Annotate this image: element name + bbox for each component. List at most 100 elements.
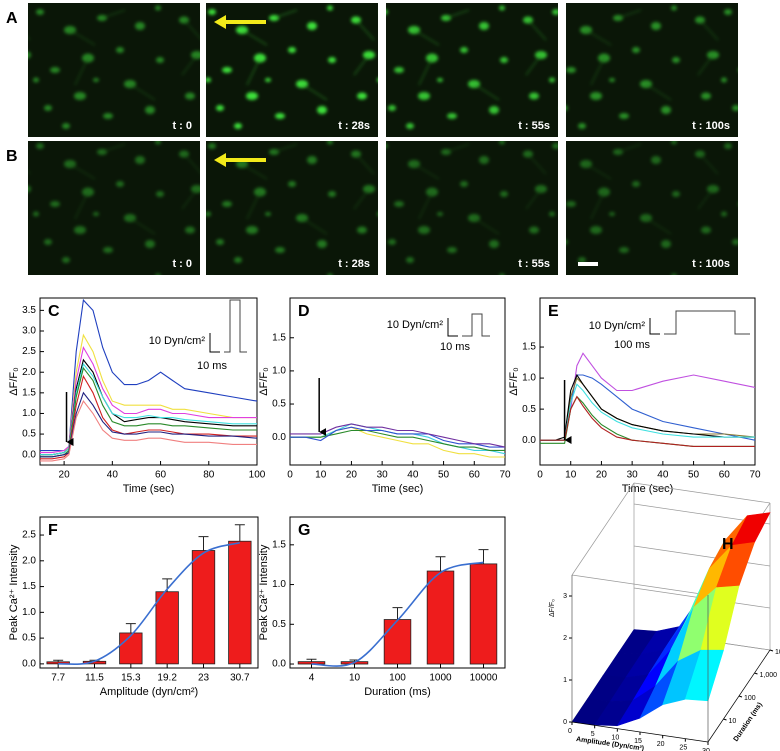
scale-bar: [209, 333, 220, 353]
x-tick-label: 0: [287, 470, 293, 481]
x-tick-label: 10000: [470, 673, 498, 684]
x-tick-label: 30: [377, 470, 389, 481]
y-tick-label: 1.0: [22, 607, 36, 618]
fit-curve: [58, 541, 241, 665]
x-tick-label: 4: [309, 673, 315, 684]
x-tick-label: 30: [702, 748, 710, 751]
panel-letter: E: [548, 303, 559, 320]
y-tick-label: 1.0: [522, 373, 536, 384]
plot-frame: [289, 297, 506, 466]
time-label: t : 100s: [692, 258, 730, 270]
panel-letter: F: [48, 522, 58, 539]
x-tick-label: 50: [688, 470, 700, 481]
y-tick-label: 1.5: [272, 332, 286, 343]
micrograph-cells: [386, 3, 558, 137]
x-tick-label: 20: [59, 470, 71, 481]
trace: [40, 362, 257, 456]
x-tick-label: 80: [203, 470, 215, 481]
time-label: t : 100s: [692, 120, 730, 132]
y-tick-label: 0.0: [22, 659, 36, 670]
time-label: t : 55s: [518, 258, 550, 270]
y-tick-label: 2.0: [22, 555, 36, 566]
z-tick-label: 2: [563, 635, 567, 642]
y-tick-label: 0.0: [22, 449, 36, 460]
x-axis-label: Duration (ms): [364, 686, 431, 698]
panel-letter: H: [722, 536, 734, 553]
y-tick-label: 3.5: [22, 305, 36, 316]
error-bar: [125, 623, 136, 633]
x-tick-label: 30: [627, 470, 639, 481]
error-bar: [234, 524, 245, 542]
micrograph-cells: [386, 141, 558, 275]
error-bar: [53, 659, 64, 662]
x-axis-label: Amplitude (dyn/cm²): [100, 686, 198, 698]
time-label: t : 55s: [518, 120, 550, 132]
scale-bar: [649, 318, 660, 335]
x-tick-label: 20: [346, 470, 358, 481]
x-axis-label: Time (sec): [372, 483, 424, 495]
z-tick-label: 0: [563, 719, 567, 726]
box-edge: [571, 574, 709, 596]
trace: [40, 366, 257, 458]
x-tick-label: 70: [499, 470, 511, 481]
x-tick-label: 0: [537, 470, 543, 481]
y-tick: [738, 695, 743, 698]
y-tick-label: 1.5: [22, 387, 36, 398]
box-edge: [633, 482, 771, 504]
time-label: t : 28s: [338, 120, 370, 132]
bar: [191, 550, 216, 665]
inset-time: 10 ms: [197, 360, 227, 372]
x-tick-label: 100: [249, 470, 266, 481]
x-tick-label: 23: [198, 673, 210, 684]
x-tick-label: 60: [155, 470, 167, 481]
plot-frame: [39, 297, 258, 466]
x-tick-label: 100: [389, 673, 406, 684]
row-label: B: [6, 148, 18, 165]
x-tick-label: 10: [611, 735, 619, 742]
bar: [426, 570, 455, 665]
time-label: t : 28s: [338, 258, 370, 270]
fit-curve: [311, 561, 484, 667]
x-axis-label: Time (sec): [622, 483, 674, 495]
x-tick-label: 40: [407, 470, 419, 481]
x-tick-label: 60: [469, 470, 481, 481]
y-tick-label: 1.5: [22, 581, 36, 592]
y-tick-label: 2.0: [22, 367, 36, 378]
y-axis-label: Peak Ca²⁺ Intensity: [8, 544, 20, 640]
flow-arrow-head: [214, 153, 226, 167]
bar: [228, 540, 252, 665]
micrograph-cells: [206, 141, 378, 275]
time-label: t : 0: [172, 258, 192, 270]
y-tick-label: 1,000: [760, 672, 778, 679]
y-tick: [723, 718, 727, 721]
y-tick-label: 1.5: [522, 342, 536, 353]
trace: [540, 373, 755, 441]
flow-arrow-head: [214, 15, 226, 29]
error-bar: [478, 549, 489, 564]
x-tick-label: 1000: [429, 673, 452, 684]
y-tick-label: 0.5: [22, 429, 36, 440]
x-tick-label: 40: [107, 470, 119, 481]
pulse: [462, 313, 490, 337]
x-tick-label: 15.3: [121, 673, 141, 684]
y-axis-label: Peak Ca²⁺ Intensity: [258, 544, 270, 640]
time-label: t : 0: [172, 120, 192, 132]
bar: [119, 632, 143, 665]
inset-amplitude: 10 Dyn/cm²: [149, 335, 206, 347]
x-tick-label: 20: [657, 741, 665, 748]
error-bar: [306, 658, 317, 662]
micrograph-cells: [28, 141, 200, 275]
micrograph-cells: [566, 3, 738, 137]
y-tick-label: 1.5: [272, 539, 286, 550]
y-tick-label: 0.5: [22, 633, 36, 644]
micrograph-cells: [28, 3, 200, 137]
y-tick-label: 10: [729, 718, 737, 725]
x-tick-label: 25: [679, 745, 687, 751]
x-tick-label: 10: [349, 673, 361, 684]
pulse: [664, 310, 750, 335]
y-tick-label: 0.5: [272, 619, 286, 630]
surface-patch: [684, 649, 724, 702]
inset-amplitude: 10 Dyn/cm²: [387, 319, 444, 331]
x-tick-label: 60: [719, 470, 731, 481]
